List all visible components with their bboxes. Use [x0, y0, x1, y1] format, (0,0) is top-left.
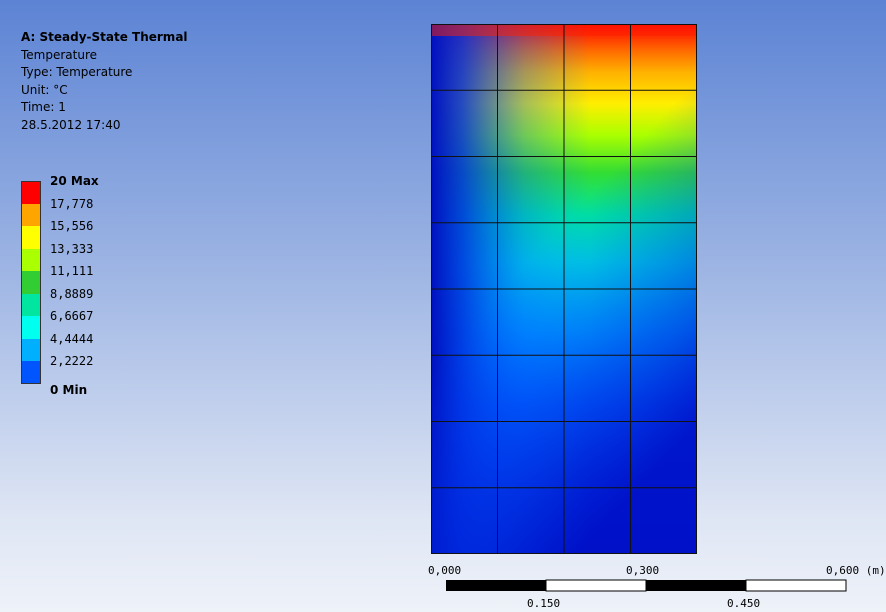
legend-swatch-1: [21, 203, 41, 226]
legend-label-4: 11,111: [50, 264, 94, 279]
legend-label-1: 17,778: [50, 196, 94, 211]
legend-label-0: 20 Max: [50, 174, 99, 189]
legend-label-5: 8,8889: [50, 286, 94, 301]
legend-label-8: 2,2222: [50, 354, 94, 369]
legend-label-7: 4,4444: [50, 331, 94, 346]
result-time: Time: 1: [21, 100, 66, 115]
legend-label-9: 0 Min: [50, 383, 88, 397]
legend-swatch-4: [21, 271, 41, 294]
legend-swatch-3: [21, 248, 41, 271]
legend-swatch-6: [21, 316, 41, 339]
scale-label-150: 0.150: [527, 597, 561, 610]
contour-svg[interactable]: [431, 24, 697, 554]
legend-label-2: 15,556: [50, 219, 94, 234]
result-name: Temperature: [21, 47, 98, 62]
legend-swatch-8: [21, 361, 41, 384]
legend-swatch-5: [21, 293, 41, 316]
scale-label-600: 0,600 (m): [826, 564, 886, 577]
result-date: 28.5.2012 17:40: [21, 117, 121, 132]
scale-label-0: 0,000: [428, 564, 462, 577]
analysis-title: A: Steady-State Thermal: [21, 30, 188, 44]
legend-swatch-0: [21, 181, 41, 204]
result-info: A: Steady-State Thermal Temperature Type…: [21, 29, 188, 135]
mesh-grid: [431, 24, 697, 554]
result-type: Type: Temperature: [21, 65, 133, 80]
color-legend[interactable]: 20 Max 17,778 15,556 13,333 11,111 8,888…: [21, 174, 99, 397]
legend-swatch-7: [21, 338, 41, 361]
scale-label-300: 0,300: [626, 564, 660, 577]
scale-label-450: 0.450: [727, 597, 761, 610]
result-unit: Unit: °C: [21, 82, 68, 97]
legend-label-6: 6,6667: [50, 309, 94, 324]
legend-label-3: 13,333: [50, 241, 94, 256]
legend-swatch-2: [21, 226, 41, 249]
temperature-contour-plot[interactable]: [431, 24, 697, 554]
